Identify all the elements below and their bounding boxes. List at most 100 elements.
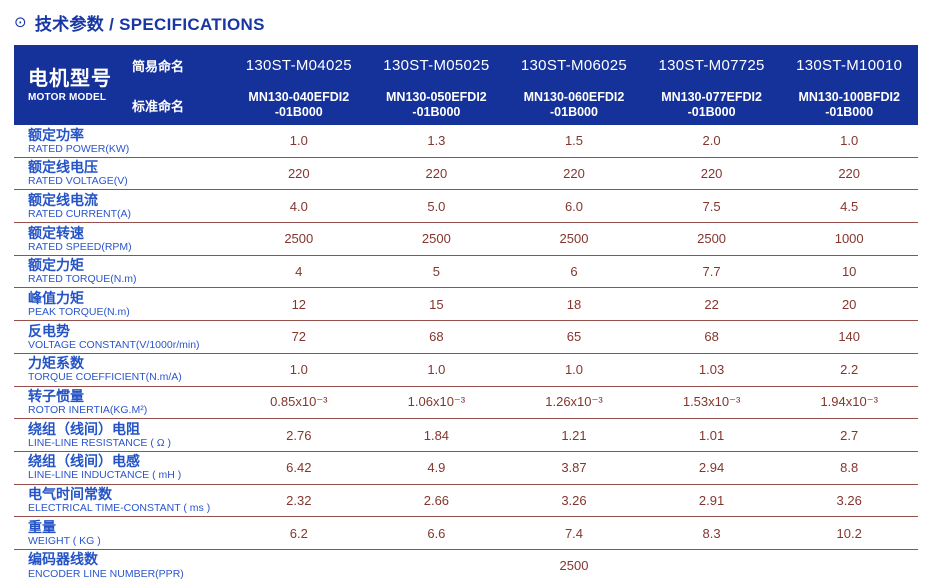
value-cell: 68 xyxy=(642,320,781,354)
row-label-en: RATED SPEED(RPM) xyxy=(28,240,132,253)
row-label-cell: 绕组（线间）电阻 LINE-LINE RESISTANCE ( Ω ) xyxy=(14,418,230,452)
value-cell: 1.03 xyxy=(642,353,781,387)
value-cell: 4.5 xyxy=(780,189,918,224)
value-cell: 1.01 xyxy=(642,418,781,452)
value-cell: 6.0 xyxy=(505,189,643,224)
table-row: 转子惯量 ROTOR INERTIA(KG.M²) 0.85x10⁻³ 1.06x10… xyxy=(14,386,918,420)
value-cell: 2.2 xyxy=(780,353,918,387)
row-label-zh: 额定力矩 xyxy=(28,257,84,274)
value-cell: 2.7 xyxy=(780,418,918,452)
value-cell: 1.26x10⁻³ xyxy=(505,386,643,420)
row-label-en: LINE-LINE INDUCTANCE ( mH ) xyxy=(28,469,182,482)
value-cell: 2.66 xyxy=(367,484,506,518)
value-cell: 220 xyxy=(642,157,781,191)
value-cell: 220 xyxy=(505,157,643,191)
value-cell: 1.94x10⁻³ xyxy=(780,386,918,420)
row-label-en: VOLTAGE CONSTANT(V/1000r/min) xyxy=(28,338,200,351)
value-cell: 7.4 xyxy=(505,516,643,550)
row-label-en: ELECTRICAL TIME-CONSTANT ( ms ) xyxy=(28,502,211,515)
value-cell: 8.8 xyxy=(780,451,918,485)
row-label-cell: 电气时间常数 ELECTRICAL TIME-CONSTANT ( ms ) xyxy=(14,484,230,518)
row-label-zh: 力矩系数 xyxy=(28,355,84,372)
value-cell: 22 xyxy=(642,287,781,322)
row-label-cell: 绕组（线间）电感 LINE-LINE INDUCTANCE ( mH ) xyxy=(14,451,230,485)
row-label-en: RATED POWER(KW) xyxy=(28,142,130,155)
row-label-cell: 峰值力矩 PEAK TORQUE(N.m) xyxy=(14,287,230,322)
table-row: 电气时间常数 ELECTRICAL TIME-CONSTANT ( ms ) 2.3… xyxy=(14,484,918,518)
model-column-header: 130ST-M06025 MN130-060EFDI2 -01B000 xyxy=(505,45,643,125)
model-label-en: MOTOR MODEL xyxy=(28,91,107,103)
spec-table-header: 电机型号 MOTOR MODEL 简易命名 标准命名 130ST-M04025 M… xyxy=(14,45,918,125)
standard-model-name: MN130-100BFDI2 -01B000 xyxy=(798,90,900,119)
simple-model-name: 130ST-M10010 xyxy=(796,56,903,74)
simple-model-name: 130ST-M07725 xyxy=(658,56,765,74)
table-row: 绕组（线间）电感 LINE-LINE INDUCTANCE ( mH ) 6.42 4… xyxy=(14,451,918,485)
value-cell: 2500 xyxy=(367,222,506,256)
row-label-zh: 额定功率 xyxy=(28,126,84,143)
table-row: 绕组（线间）电阻 LINE-LINE RESISTANCE ( Ω ) 2.76 1.… xyxy=(14,418,918,452)
value-cell: 1.0 xyxy=(505,353,643,387)
value-cell: 6.2 xyxy=(230,516,368,550)
model-column-header: 130ST-M05025 MN130-050EFDI2 -01B000 xyxy=(367,45,506,125)
standard-model-name: MN130-050EFDI2 -01B000 xyxy=(386,90,487,119)
row-label-en: PEAK TORQUE(N.m) xyxy=(28,306,130,319)
value-cell: 72 xyxy=(230,320,368,354)
value-cell: 68 xyxy=(367,320,506,354)
row-label-zh: 绕组（线间）电感 xyxy=(28,453,140,470)
value-cell: 1.3 xyxy=(367,125,506,158)
simple-model-name: 130ST-M05025 xyxy=(383,56,490,74)
value-cell: 18 xyxy=(505,287,643,322)
row-label-zh: 编码器线数 xyxy=(28,551,98,568)
row-label-zh: 电气时间常数 xyxy=(28,486,112,503)
row-label-cell: 额定转速 RATED SPEED(RPM) xyxy=(14,222,230,256)
row-label-zh: 反电势 xyxy=(28,322,70,339)
value-cell: 3.26 xyxy=(505,484,643,518)
table-row: 编码器线数 ENCODER LINE NUMBER(PPR) 2500 xyxy=(14,549,918,579)
spec-table-body: 额定功率 RATED POWER(KW) 1.0 1.3 1.5 2.0 1.0 额定线电压 R… xyxy=(14,125,918,579)
value-cell: 1.5 xyxy=(505,125,643,158)
table-row: 反电势 VOLTAGE CONSTANT(V/1000r/min) 72 68 65 68… xyxy=(14,320,918,354)
standard-model-name: MN130-060EFDI2 -01B000 xyxy=(523,90,625,119)
value-cell: 8.3 xyxy=(642,516,781,550)
row-label-cell: 额定线电压 RATED VOLTAGE(V) xyxy=(14,157,230,191)
page-title: ⊙ 技术参数 / SPECIFICATIONS xyxy=(14,10,918,35)
value-cell: 3.87 xyxy=(505,451,643,485)
value-cell: 2500 xyxy=(230,222,368,256)
value-cell: 4.0 xyxy=(230,189,368,224)
value-cell: 6.42 xyxy=(230,451,368,485)
value-cell: 12 xyxy=(230,287,368,322)
row-label-en: WEIGHT ( KG ) xyxy=(28,534,101,547)
value-cell: 7.5 xyxy=(642,189,781,224)
simple-model-name: 130ST-M04025 xyxy=(245,56,352,74)
value-cell: 140 xyxy=(780,320,918,354)
value-cell: 6 xyxy=(505,255,643,289)
page-title-text: 技术参数 / SPECIFICATIONS xyxy=(34,15,265,34)
model-column-header: 130ST-M10010 MN130-100BFDI2 -01B000 xyxy=(780,45,918,125)
row-label-zh: 绕组（线间）电阻 xyxy=(28,420,140,437)
model-column-header: 130ST-M04025 MN130-040EFDI2 -01B000 xyxy=(230,45,368,125)
table-row: 额定转速 RATED SPEED(RPM) 2500 2500 2500 2500 1000 xyxy=(14,222,918,256)
value-cell: 4.9 xyxy=(367,451,506,485)
value-cell: 1.0 xyxy=(230,125,368,158)
value-cell: 220 xyxy=(780,157,918,191)
row-label-en: RATED TORQUE(N.m) xyxy=(28,273,137,286)
value-cell-span: 2500 xyxy=(230,549,918,579)
header-row: 电机型号 MOTOR MODEL 简易命名 标准命名 130ST-M04025 M… xyxy=(14,45,918,125)
row-label-zh: 转子惯量 xyxy=(28,388,84,405)
row-label-zh: 额定线电流 xyxy=(28,191,98,208)
value-cell: 3.26 xyxy=(780,484,918,518)
value-cell: 6.6 xyxy=(367,516,506,550)
value-cell: 4 xyxy=(230,255,368,289)
value-cell: 7.7 xyxy=(642,255,781,289)
table-row: 力矩系数 TORQUE COEFFICIENT(N.m/A) 1.0 1.0 1.0 1.… xyxy=(14,353,918,387)
value-cell: 220 xyxy=(367,157,506,191)
row-label-zh: 重量 xyxy=(28,518,56,535)
value-cell: 20 xyxy=(780,287,918,322)
row-label-cell: 额定线电流 RATED CURRENT(A) xyxy=(14,189,230,224)
row-label-cell: 重量 WEIGHT ( KG ) xyxy=(14,516,230,550)
table-row: 额定线电压 RATED VOLTAGE(V) 220 220 220 220 220 xyxy=(14,157,918,191)
table-row: 额定功率 RATED POWER(KW) 1.0 1.3 1.5 2.0 1.0 xyxy=(14,125,918,158)
value-cell: 1.53x10⁻³ xyxy=(642,386,781,420)
value-cell: 220 xyxy=(230,157,368,191)
